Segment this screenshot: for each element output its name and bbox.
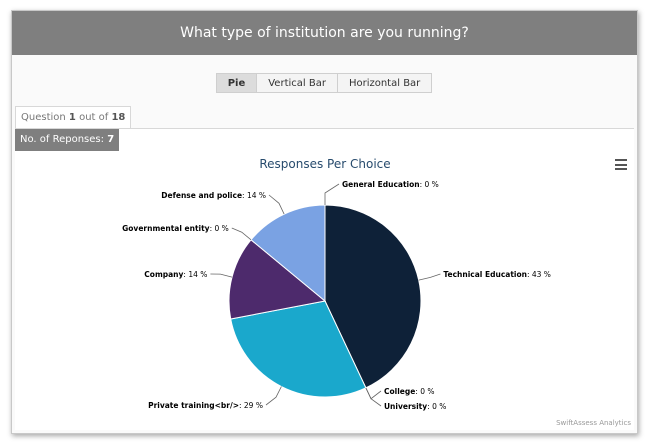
responses-badge: No. of Reponses: 7 bbox=[15, 129, 120, 151]
chart-menu-icon[interactable] bbox=[615, 159, 627, 170]
question-total: 18 bbox=[111, 112, 126, 123]
data-label-company: Company: 14 % bbox=[144, 270, 207, 279]
connector-general-education bbox=[324, 183, 340, 205]
horizontal-bar-button[interactable]: Horizontal Bar bbox=[336, 73, 433, 93]
analytics-panel: What type of institution are you running… bbox=[11, 10, 638, 434]
data-label-general-education: General Education: 0 % bbox=[342, 180, 439, 189]
question-tab[interactable]: Question 1 out of 18 bbox=[15, 106, 132, 129]
data-label-defense-and-police: Defense and police: 14 % bbox=[161, 191, 266, 200]
question-tab-prefix: Question bbox=[21, 112, 66, 123]
data-label-technical-education: Technical Education: 43 % bbox=[443, 270, 551, 279]
responses-label: No. of Reponses: bbox=[20, 134, 104, 145]
question-header: What type of institution are you running… bbox=[12, 11, 637, 55]
connector-governmental-entity bbox=[231, 227, 252, 241]
data-label-college: College: 0 % bbox=[384, 387, 435, 396]
question-tab-separator: out of bbox=[79, 112, 109, 123]
pie-slice-technical-education[interactable] bbox=[324, 204, 422, 389]
data-label-governmental-entity: Governmental entity: 0 % bbox=[122, 224, 229, 233]
pie-chart: Responses Per Choice General Education: … bbox=[122, 157, 551, 411]
pie-slice-defense-and-police[interactable] bbox=[250, 204, 326, 303]
question-current: 1 bbox=[68, 112, 76, 123]
pie-slice-company[interactable] bbox=[228, 239, 327, 320]
chart-title: Responses Per Choice bbox=[259, 157, 390, 171]
connector-defense-and-police bbox=[268, 194, 285, 215]
connector-technical-education bbox=[418, 273, 441, 281]
connector-private-training-br bbox=[265, 386, 282, 406]
responses-count: 7 bbox=[107, 134, 115, 145]
connector-company bbox=[210, 273, 233, 278]
data-label-university: University: 0 % bbox=[384, 402, 446, 411]
data-label-private-training-br: Private training<br/>: 29 % bbox=[148, 401, 263, 410]
connector-university bbox=[365, 387, 382, 407]
chart-credits: SwiftAssess Analytics bbox=[556, 419, 631, 427]
chart-type-toolbar: Pie Vertical Bar Horizontal Bar bbox=[12, 73, 637, 93]
